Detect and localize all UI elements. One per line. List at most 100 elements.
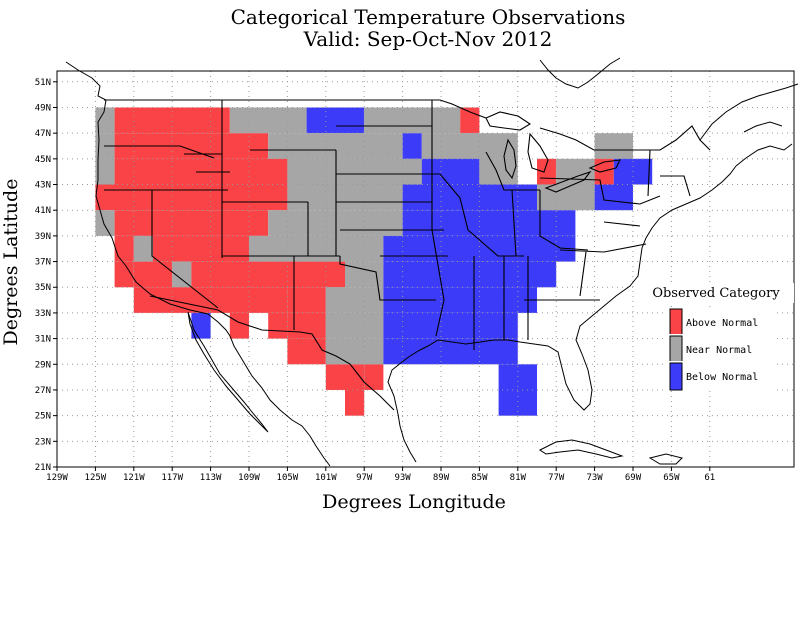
category-cell xyxy=(95,158,115,185)
y-tick-label: 41N xyxy=(35,206,51,216)
x-tick-label: 109W xyxy=(238,473,260,483)
legend-label: Below Normal xyxy=(686,372,758,383)
category-cell xyxy=(114,210,269,236)
x-tick-label: 65W xyxy=(663,473,680,483)
y-tick-label: 27N xyxy=(35,386,51,396)
y-tick-label: 47N xyxy=(35,129,51,139)
y-tick-label: 51N xyxy=(35,78,51,88)
eastern-state-lines xyxy=(485,149,691,301)
legend-label: Near Normal xyxy=(686,345,752,356)
x-tick-label: 125W xyxy=(85,473,107,483)
category-cell xyxy=(229,312,249,339)
map-frame xyxy=(56,70,795,468)
canadian-maritimes xyxy=(699,83,799,167)
x-axis-title: Degrees Longitude xyxy=(322,491,506,513)
category-cell xyxy=(287,312,326,339)
x-tick-label: 105W xyxy=(277,473,299,483)
category-cell xyxy=(95,107,115,134)
category-cell xyxy=(345,390,365,416)
y-tick-label: 23N xyxy=(35,437,51,447)
category-cell xyxy=(306,107,365,134)
category-cell xyxy=(114,261,134,288)
y-tick-label: 25N xyxy=(35,412,51,422)
y-tick-label: 33N xyxy=(35,309,51,319)
x-tick-label: 93W xyxy=(394,473,411,483)
x-tick-label: 117W xyxy=(161,473,183,483)
chart-title-line1: Categorical Temperature Observations xyxy=(231,5,626,29)
baja-peninsula xyxy=(187,311,269,433)
north-america-coastline xyxy=(65,61,331,467)
legend-swatch xyxy=(669,308,683,337)
y-tick-label: 37N xyxy=(35,258,51,268)
cuba xyxy=(539,439,624,459)
y-tick-label: 45N xyxy=(35,155,51,165)
legend-item-background xyxy=(666,334,774,364)
category-cell xyxy=(191,312,211,339)
legend-item-background xyxy=(666,361,774,391)
category-cell xyxy=(153,235,249,262)
category-cell xyxy=(383,312,518,339)
category-cell xyxy=(402,184,537,211)
x-tick-label: 113W xyxy=(200,473,222,483)
x-tick-label: 97W xyxy=(356,473,373,483)
gulf-coast xyxy=(387,165,737,415)
category-cell xyxy=(133,261,173,288)
legend-label: Above Normal xyxy=(686,318,758,329)
category-cell xyxy=(268,133,403,159)
category-cell xyxy=(345,261,384,288)
category-cell xyxy=(402,133,422,159)
category-cell xyxy=(172,261,192,288)
category-cell xyxy=(594,133,633,159)
category-cell xyxy=(364,107,461,134)
y-tick-label: 31N xyxy=(35,335,51,345)
category-cell xyxy=(191,261,345,288)
category-cell xyxy=(364,364,384,390)
category-cell xyxy=(268,210,403,236)
legend-items: Above Normal Near Normal Below Normal xyxy=(666,307,774,391)
category-cell xyxy=(594,158,614,185)
legend-swatch xyxy=(669,362,683,391)
category-cell xyxy=(325,364,365,390)
category-cell xyxy=(114,235,134,262)
x-tick-label: 81W xyxy=(510,473,527,483)
great-lakes xyxy=(485,111,621,193)
mexico-gulf-coast xyxy=(397,413,417,463)
category-cell xyxy=(325,338,384,365)
legend: Observed Category Above Normal Near Norma… xyxy=(634,283,794,391)
us-mexico-border xyxy=(149,295,395,411)
x-tick-label: 73W xyxy=(586,473,603,483)
category-cell xyxy=(421,158,480,185)
category-cell xyxy=(229,107,307,134)
legend-item-background xyxy=(666,307,774,337)
category-cell xyxy=(133,235,153,262)
category-cell xyxy=(479,158,518,185)
y-tick-label: 29N xyxy=(35,360,51,370)
x-tick-label: 69W xyxy=(625,473,642,483)
x-tick-label: 89W xyxy=(433,473,450,483)
x-tick-label: 101W xyxy=(315,473,337,483)
category-cell xyxy=(287,287,326,313)
y-tick-label: 39N xyxy=(35,232,51,242)
category-cell xyxy=(287,184,403,211)
category-cell xyxy=(325,312,384,339)
axis-ticks: 129W 125W 121W 117W 113W 109W 105W 101W 97W 93W 89… xyxy=(35,78,715,483)
x-tick-label: 77W xyxy=(548,473,565,483)
y-tick-label: 21N xyxy=(35,463,51,473)
map-outlines xyxy=(65,57,799,467)
y-axis-title: Degrees Latitude xyxy=(0,179,22,346)
y-tick-label: 35N xyxy=(35,283,51,293)
graticule-grid xyxy=(57,71,794,467)
legend-title-background xyxy=(634,283,794,303)
legend-title: Observed Category xyxy=(652,286,780,301)
x-tick-label: 85W xyxy=(471,473,488,483)
central-state-lines xyxy=(336,100,529,350)
x-tick-label: 61 xyxy=(704,473,715,483)
category-cell xyxy=(383,338,518,365)
category-cell xyxy=(421,133,518,159)
category-cell xyxy=(498,364,537,390)
category-cell xyxy=(556,158,595,185)
category-cells xyxy=(95,107,653,416)
category-cell xyxy=(325,287,384,313)
legend-swatch xyxy=(669,335,683,364)
